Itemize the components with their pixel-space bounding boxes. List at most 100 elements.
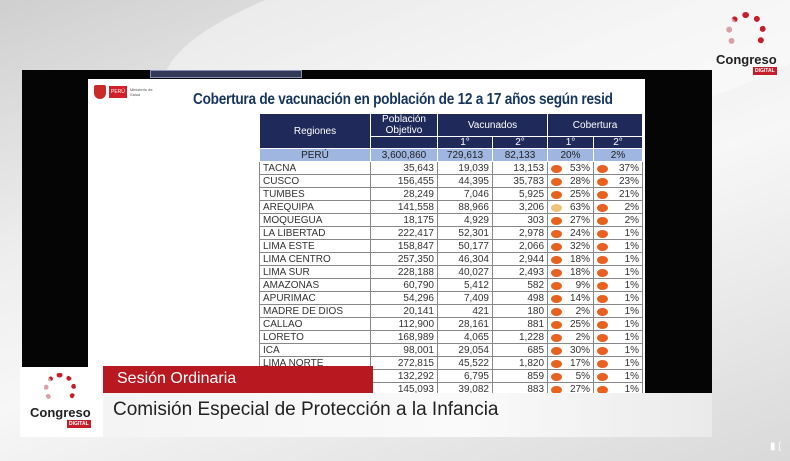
status-dot-icon xyxy=(551,372,563,381)
cob1-cell: 14% xyxy=(547,291,595,305)
region-cell: LORETO xyxy=(259,330,371,344)
region-cell: CUSCO xyxy=(259,174,371,188)
status-dot-icon xyxy=(597,203,609,212)
status-dot-icon xyxy=(551,268,563,277)
poblacion-cell: 228,188 xyxy=(370,265,438,279)
vac2-cell: 498 xyxy=(491,291,549,305)
table-row: CUSCO 156,455 44,395 35,783 28% 23% xyxy=(259,174,644,188)
cob1-cell: 53% xyxy=(547,161,595,175)
brand-tag: DIGITAL xyxy=(753,67,777,75)
cob1-value: 24% xyxy=(570,227,591,239)
cob2-cell: 1% xyxy=(593,278,644,292)
brand-name: Congreso xyxy=(30,405,91,420)
header-regiones: Regiones xyxy=(259,113,371,149)
poblacion-cell: 272,815 xyxy=(370,356,438,370)
vac1-cell: 88,966 xyxy=(437,200,493,214)
cob2-value: 21% xyxy=(619,188,640,200)
cob1-value: 9% xyxy=(575,279,591,291)
status-dot-icon xyxy=(551,190,563,199)
congreso-arc-icon xyxy=(726,12,767,52)
status-dot-icon xyxy=(551,164,563,173)
volume-icon[interactable]: ▮❲ xyxy=(770,441,784,452)
cob2-cell: 1% xyxy=(593,356,644,370)
cob1-cell: 2% xyxy=(547,330,595,344)
cob1-value: 18% xyxy=(570,253,591,265)
cob2-value: 1% xyxy=(624,253,640,265)
vac2-cell: 13,153 xyxy=(491,161,549,175)
status-dot-icon xyxy=(597,268,609,277)
cob1-value: 18% xyxy=(570,266,591,278)
poblacion-cell: 54,296 xyxy=(370,291,438,305)
status-dot-icon xyxy=(551,177,563,186)
status-dot-icon xyxy=(597,216,609,225)
cob2-value: 37% xyxy=(619,162,640,174)
vac1-cell: 46,304 xyxy=(437,252,493,266)
cob2-value: 1% xyxy=(624,370,640,382)
poblacion-cell: 35,643 xyxy=(370,161,438,175)
poblacion-cell: 60,790 xyxy=(370,278,438,292)
status-dot-icon xyxy=(597,346,609,355)
cob1-cell: 18% xyxy=(547,265,595,279)
vac1-cell: 28,161 xyxy=(437,317,493,331)
session-label: Sesión Ordinaria xyxy=(103,366,373,393)
status-dot-icon xyxy=(597,294,609,303)
cob2-cell: 1% xyxy=(593,239,644,253)
cob1-value: 25% xyxy=(570,188,591,200)
cob2-value: 2% xyxy=(624,214,640,226)
cob2-value: 1% xyxy=(624,305,640,317)
vac1-cell: 50,177 xyxy=(437,239,493,253)
poblacion-cell: 132,292 xyxy=(370,369,438,383)
vac2-cell: 5,925 xyxy=(491,187,549,201)
status-dot-icon xyxy=(597,229,609,238)
brand-tag: DIGITAL xyxy=(67,420,91,428)
region-cell: ICA xyxy=(259,343,371,357)
total-c1: 20% xyxy=(547,148,595,162)
poblacion-cell: 257,350 xyxy=(370,252,438,266)
poblacion-cell: 158,847 xyxy=(370,239,438,253)
table-row: TUMBES 28,249 7,046 5,925 25% 21% xyxy=(259,187,644,201)
cob2-value: 1% xyxy=(624,318,640,330)
table-row: MOQUEGUA 18,175 4,929 303 27% 2% xyxy=(259,213,644,227)
table-row: AMAZONAS 60,790 5,412 582 9% 1% xyxy=(259,278,644,292)
cob2-value: 1% xyxy=(624,292,640,304)
vac2-cell: 1,820 xyxy=(491,356,549,370)
vac2-cell: 35,783 xyxy=(491,174,549,188)
region-cell: CALLAO xyxy=(259,317,371,331)
status-dot-icon xyxy=(597,255,609,264)
poblacion-cell: 168,989 xyxy=(370,330,438,344)
poblacion-cell: 18,175 xyxy=(370,213,438,227)
status-dot-icon xyxy=(551,255,563,264)
table-row: LIMA SUR 228,188 40,027 2,493 18% 1% xyxy=(259,265,644,279)
slide-title: Cobertura de vacunación en población de … xyxy=(193,91,613,108)
status-dot-icon xyxy=(597,242,609,251)
poblacion-cell: 112,900 xyxy=(370,317,438,331)
region-cell: LIMA SUR xyxy=(259,265,371,279)
total-poblacion: 3,600,860 xyxy=(370,148,438,162)
cob1-cell: 5% xyxy=(547,369,595,383)
status-dot-icon xyxy=(551,229,563,238)
status-dot-icon xyxy=(551,385,563,394)
header-cob-2: 2° xyxy=(593,136,644,149)
peru-shield-icon xyxy=(94,85,106,99)
cob2-cell: 1% xyxy=(593,330,644,344)
vac1-cell: 40,027 xyxy=(437,265,493,279)
table-row: MADRE DE DIOS 20,141 421 180 2% 1% xyxy=(259,304,644,318)
cob1-value: 2% xyxy=(575,331,591,343)
cob1-value: 17% xyxy=(570,357,591,369)
cob2-value: 2% xyxy=(624,201,640,213)
status-dot-icon xyxy=(551,203,563,212)
status-dot-icon xyxy=(551,307,563,316)
cob1-cell: 30% xyxy=(547,343,595,357)
vac2-cell: 685 xyxy=(491,343,549,357)
status-dot-icon xyxy=(597,385,609,394)
vac1-cell: 4,929 xyxy=(437,213,493,227)
vac1-cell: 5,412 xyxy=(437,278,493,292)
vac1-cell: 52,301 xyxy=(437,226,493,240)
region-cell: TUMBES xyxy=(259,187,371,201)
cob1-cell: 2% xyxy=(547,304,595,318)
total-c2: 2% xyxy=(593,148,644,162)
status-dot-icon xyxy=(597,177,609,186)
vac1-cell: 421 xyxy=(437,304,493,318)
cob2-cell: 23% xyxy=(593,174,644,188)
region-cell: MADRE DE DIOS xyxy=(259,304,371,318)
